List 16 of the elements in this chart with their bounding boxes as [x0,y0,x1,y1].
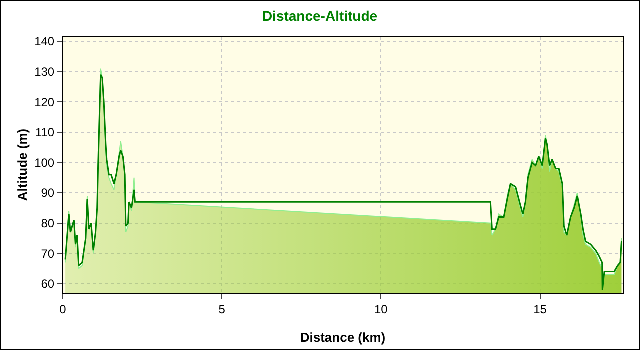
x-tick-label: 15 [534,302,548,316]
y-tick-label: 130 [34,65,55,80]
x-tick-label: 5 [218,302,226,316]
y-tick-label: 70 [41,246,55,261]
y-tick-label: 60 [41,277,55,292]
y-tick-label: 140 [34,34,55,49]
y-tick-label: 100 [34,156,55,170]
x-tick-label: 10 [374,302,388,316]
x-axis-title: Distance (km) [300,330,386,345]
y-tick-label: 120 [34,95,55,110]
y-tick-label: 90 [41,186,55,200]
x-tick-label: 0 [60,302,67,316]
y-tick-label: 80 [41,216,55,231]
y-axis-title: Altitude (m) [15,128,30,202]
chart-title: Distance-Altitude [262,8,378,24]
y-tick-label: 110 [35,126,55,140]
